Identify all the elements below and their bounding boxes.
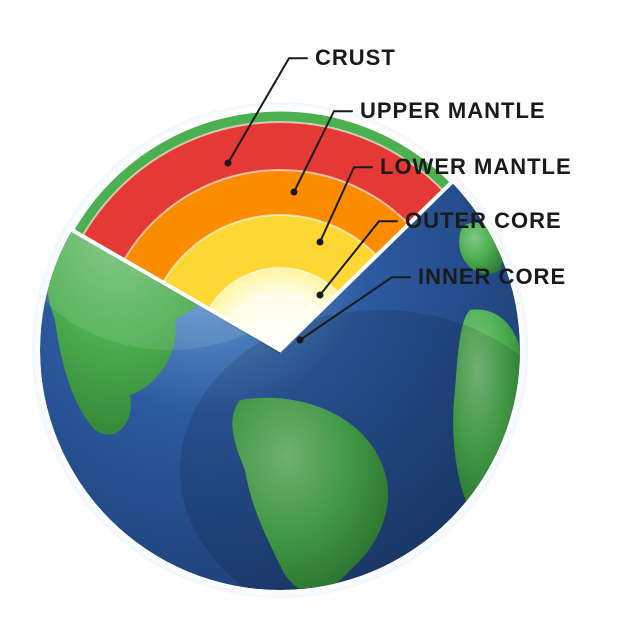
leader-dot-upper_mantle — [292, 190, 297, 195]
diagram-svg — [0, 0, 626, 626]
leader-dot-crust — [226, 161, 231, 166]
earth-layers-diagram: { "diagram": { "type": "infographic", "w… — [0, 0, 626, 626]
label-upper-mantle: UPPER MANTLE — [360, 98, 546, 124]
label-lower-mantle: LOWER MANTLE — [380, 154, 572, 180]
label-inner-core: INNER CORE — [418, 264, 566, 290]
leader-dot-outer_core — [318, 293, 323, 298]
leader-dot-lower_mantle — [318, 240, 323, 245]
label-outer-core: OUTER CORE — [405, 208, 562, 234]
leader-dot-inner_core — [298, 338, 303, 343]
label-crust: CRUST — [315, 45, 396, 71]
